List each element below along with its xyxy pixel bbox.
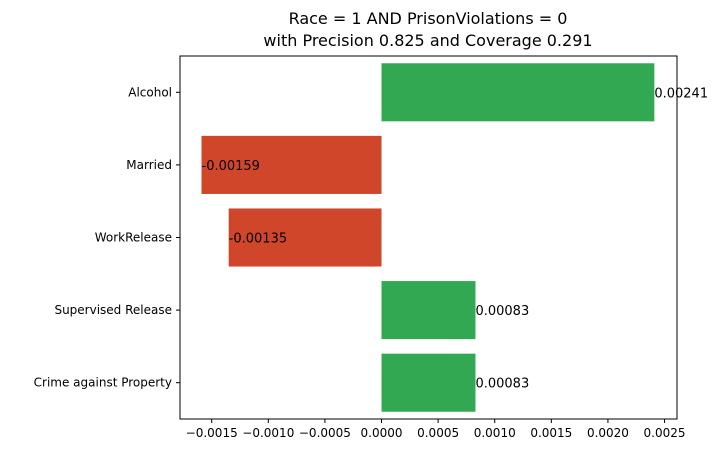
x-tick-label: 0.0025 (644, 426, 686, 440)
bar (381, 281, 476, 340)
bar (228, 208, 382, 267)
x-tick-label: 0.0010 (474, 426, 516, 440)
x-tick-label: 0.0015 (530, 426, 572, 440)
bar (201, 135, 382, 194)
y-tick-label: Supervised Release (54, 303, 172, 317)
bar (381, 353, 476, 412)
x-tick-label: −0.0015 (186, 426, 238, 440)
x-tick-label: 0.0005 (417, 426, 459, 440)
x-tick-label: −0.0005 (299, 426, 351, 440)
x-axis: −0.0015 −0.0010 −0.0005 0.0000 0.0005 0.0010 0… (186, 419, 686, 440)
data-label: -0.00135 (229, 232, 287, 247)
y-tick-label: Alcohol (128, 85, 172, 99)
x-tick-label: 0.0000 (361, 426, 403, 440)
y-tick-label: Crime against Property (34, 376, 172, 390)
bars-layer (201, 63, 655, 412)
x-tick-label: −0.0010 (242, 426, 294, 440)
plot-frame (179, 55, 678, 420)
chart-title-line-1: Race = 1 AND PrisonViolations = 0 (289, 9, 568, 28)
y-tick-label: Married (126, 158, 172, 172)
bar (381, 63, 655, 122)
data-label: -0.00159 (202, 159, 260, 174)
data-labels-layer: 0.00241 -0.00159 -0.00135 0.00083 0.00083 (202, 86, 709, 391)
data-label: 0.00083 (475, 304, 529, 319)
y-tick-label: WorkRelease (95, 231, 172, 245)
y-axis: Alcohol Married WorkRelease Supervised Rele… (34, 85, 180, 390)
data-label: 0.00241 (654, 86, 708, 101)
chart-title-line-2: with Precision 0.825 and Coverage 0.291 (263, 31, 592, 50)
data-label: 0.00083 (475, 377, 529, 392)
x-tick-label: 0.0020 (587, 426, 629, 440)
